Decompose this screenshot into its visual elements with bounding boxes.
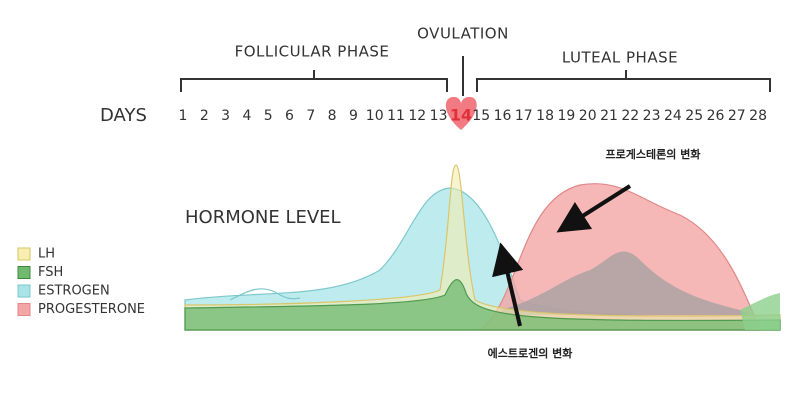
day-number: 12 (408, 108, 426, 124)
day-number: 10 (366, 108, 384, 124)
day-number: 7 (306, 108, 315, 124)
legend-swatch (17, 303, 31, 316)
hormone-level-label: HORMONE LEVEL (185, 207, 341, 228)
legend-swatch (17, 247, 31, 261)
day-number: 1 (179, 108, 188, 124)
day-number: 13 (430, 108, 448, 124)
legend: LH FSH ESTROGEN PROGESTERONE (17, 247, 145, 317)
day-number: 8 (328, 108, 337, 124)
day-number: 5 (264, 108, 273, 124)
day-number: 14 (450, 106, 472, 125)
day-number: 25 (685, 108, 703, 124)
day-number: 15 (472, 108, 490, 124)
progesterone-note: 프로게스테론의 변화 (606, 147, 701, 161)
arrow (556, 184, 632, 233)
day-number: 20 (579, 108, 597, 124)
day-number: 19 (557, 108, 575, 124)
day-number: 21 (600, 108, 618, 124)
day-number: 9 (349, 108, 358, 124)
day-number: 2 (200, 108, 209, 124)
legend-label: ESTROGEN (38, 284, 110, 299)
follicular-label: FOLLICULAR PHASE (235, 43, 390, 61)
days-label: DAYS (100, 105, 147, 126)
legend-label: PROGESTERONE (38, 302, 145, 317)
legend-swatch (17, 266, 31, 279)
day-number: 23 (643, 108, 661, 124)
day-number: 6 (285, 108, 294, 124)
day-number: 22 (621, 108, 639, 124)
luteal-label: LUTEAL PHASE (562, 49, 678, 67)
legend-label: FSH (38, 265, 63, 280)
day-number: 27 (728, 108, 746, 124)
hormone-curves (184, 164, 781, 331)
day-number: 24 (664, 108, 682, 124)
day-number: 3 (221, 108, 230, 124)
day-number: 11 (387, 108, 405, 124)
ovulation-label: OVULATION (417, 25, 509, 43)
day-number: 18 (536, 108, 554, 124)
day-number: 28 (749, 108, 767, 124)
day-number: 4 (242, 108, 251, 124)
phase-brackets (180, 56, 771, 96)
legend-swatch (17, 284, 31, 298)
day-number: 17 (515, 108, 533, 124)
heart-icon (445, 96, 477, 130)
day-numbers: 1 2 3 4 5 6 7 8 9 10 11 12 13 14 15 16 17 18 19 20 21 22 23 24 2… (179, 106, 767, 125)
day-number: 16 (494, 108, 512, 124)
legend-label: LH (38, 247, 55, 262)
day-number: 26 (707, 108, 725, 124)
arrow (492, 242, 524, 327)
estrogen-note: 에스트로겐의 변화 (488, 346, 573, 360)
